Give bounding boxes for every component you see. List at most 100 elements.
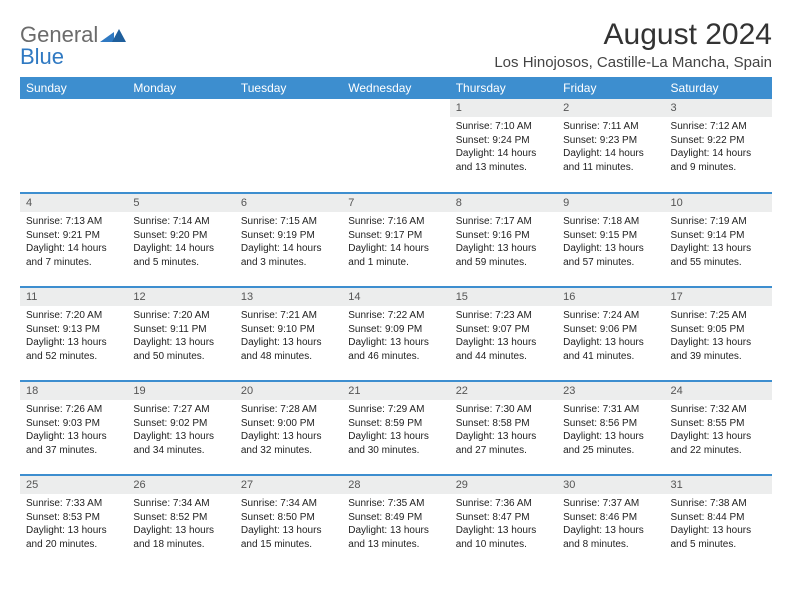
day-number: 22 — [450, 382, 557, 400]
calendar-day-cell — [127, 99, 234, 193]
logo: GeneralBlue — [20, 24, 126, 68]
day-number: 11 — [20, 288, 127, 306]
day-details: Sunrise: 7:28 AMSunset: 9:00 PMDaylight:… — [235, 400, 342, 461]
day-details: Sunrise: 7:37 AMSunset: 8:46 PMDaylight:… — [557, 494, 664, 555]
day-number: 20 — [235, 382, 342, 400]
day-details: Sunrise: 7:20 AMSunset: 9:13 PMDaylight:… — [20, 306, 127, 367]
calendar-day-cell: 22Sunrise: 7:30 AMSunset: 8:58 PMDayligh… — [450, 381, 557, 475]
calendar-week-row: 18Sunrise: 7:26 AMSunset: 9:03 PMDayligh… — [20, 381, 772, 475]
calendar-day-cell: 17Sunrise: 7:25 AMSunset: 9:05 PMDayligh… — [665, 287, 772, 381]
day-details: Sunrise: 7:12 AMSunset: 9:22 PMDaylight:… — [665, 117, 772, 178]
calendar-day-cell: 8Sunrise: 7:17 AMSunset: 9:16 PMDaylight… — [450, 193, 557, 287]
day-number: 9 — [557, 194, 664, 212]
weekday-header-row: SundayMondayTuesdayWednesdayThursdayFrid… — [20, 77, 772, 99]
day-number: 3 — [665, 99, 772, 117]
day-number: 28 — [342, 476, 449, 494]
day-number: 19 — [127, 382, 234, 400]
day-details: Sunrise: 7:36 AMSunset: 8:47 PMDaylight:… — [450, 494, 557, 555]
calendar-day-cell: 18Sunrise: 7:26 AMSunset: 9:03 PMDayligh… — [20, 381, 127, 475]
calendar-week-row: 1Sunrise: 7:10 AMSunset: 9:24 PMDaylight… — [20, 99, 772, 193]
weekday-header: Wednesday — [342, 77, 449, 99]
day-number: 8 — [450, 194, 557, 212]
day-number: 17 — [665, 288, 772, 306]
calendar-day-cell: 6Sunrise: 7:15 AMSunset: 9:19 PMDaylight… — [235, 193, 342, 287]
calendar-day-cell: 21Sunrise: 7:29 AMSunset: 8:59 PMDayligh… — [342, 381, 449, 475]
weekday-header: Tuesday — [235, 77, 342, 99]
header: GeneralBlue August 2024 Los Hinojosos, C… — [20, 18, 772, 71]
calendar-day-cell: 30Sunrise: 7:37 AMSunset: 8:46 PMDayligh… — [557, 475, 664, 569]
calendar-day-cell: 9Sunrise: 7:18 AMSunset: 9:15 PMDaylight… — [557, 193, 664, 287]
weekday-header: Monday — [127, 77, 234, 99]
day-number: 10 — [665, 194, 772, 212]
logo-word-blue: Blue — [20, 44, 64, 69]
calendar-week-row: 11Sunrise: 7:20 AMSunset: 9:13 PMDayligh… — [20, 287, 772, 381]
calendar-day-cell: 24Sunrise: 7:32 AMSunset: 8:55 PMDayligh… — [665, 381, 772, 475]
day-details: Sunrise: 7:20 AMSunset: 9:11 PMDaylight:… — [127, 306, 234, 367]
day-number: 15 — [450, 288, 557, 306]
weekday-header: Saturday — [665, 77, 772, 99]
day-number: 16 — [557, 288, 664, 306]
day-details: Sunrise: 7:26 AMSunset: 9:03 PMDaylight:… — [20, 400, 127, 461]
day-number: 29 — [450, 476, 557, 494]
day-number: 30 — [557, 476, 664, 494]
day-details: Sunrise: 7:14 AMSunset: 9:20 PMDaylight:… — [127, 212, 234, 273]
calendar-day-cell: 5Sunrise: 7:14 AMSunset: 9:20 PMDaylight… — [127, 193, 234, 287]
calendar-day-cell — [342, 99, 449, 193]
calendar-day-cell: 27Sunrise: 7:34 AMSunset: 8:50 PMDayligh… — [235, 475, 342, 569]
calendar-body: 1Sunrise: 7:10 AMSunset: 9:24 PMDaylight… — [20, 99, 772, 569]
day-number: 5 — [127, 194, 234, 212]
day-number: 12 — [127, 288, 234, 306]
day-number: 25 — [20, 476, 127, 494]
day-number: 23 — [557, 382, 664, 400]
day-details: Sunrise: 7:18 AMSunset: 9:15 PMDaylight:… — [557, 212, 664, 273]
day-details: Sunrise: 7:35 AMSunset: 8:49 PMDaylight:… — [342, 494, 449, 555]
title-block: August 2024 Los Hinojosos, Castille-La M… — [494, 18, 772, 71]
calendar-day-cell — [235, 99, 342, 193]
day-number: 24 — [665, 382, 772, 400]
day-number: 7 — [342, 194, 449, 212]
day-details: Sunrise: 7:24 AMSunset: 9:06 PMDaylight:… — [557, 306, 664, 367]
day-details: Sunrise: 7:16 AMSunset: 9:17 PMDaylight:… — [342, 212, 449, 273]
calendar-day-cell: 10Sunrise: 7:19 AMSunset: 9:14 PMDayligh… — [665, 193, 772, 287]
day-details: Sunrise: 7:34 AMSunset: 8:50 PMDaylight:… — [235, 494, 342, 555]
calendar-day-cell: 16Sunrise: 7:24 AMSunset: 9:06 PMDayligh… — [557, 287, 664, 381]
calendar-day-cell: 1Sunrise: 7:10 AMSunset: 9:24 PMDaylight… — [450, 99, 557, 193]
day-details: Sunrise: 7:19 AMSunset: 9:14 PMDaylight:… — [665, 212, 772, 273]
calendar-day-cell — [20, 99, 127, 193]
day-details: Sunrise: 7:23 AMSunset: 9:07 PMDaylight:… — [450, 306, 557, 367]
day-details: Sunrise: 7:31 AMSunset: 8:56 PMDaylight:… — [557, 400, 664, 461]
day-number: 4 — [20, 194, 127, 212]
calendar-day-cell: 26Sunrise: 7:34 AMSunset: 8:52 PMDayligh… — [127, 475, 234, 569]
calendar-week-row: 25Sunrise: 7:33 AMSunset: 8:53 PMDayligh… — [20, 475, 772, 569]
day-details: Sunrise: 7:38 AMSunset: 8:44 PMDaylight:… — [665, 494, 772, 555]
day-details: Sunrise: 7:29 AMSunset: 8:59 PMDaylight:… — [342, 400, 449, 461]
day-number: 21 — [342, 382, 449, 400]
day-details: Sunrise: 7:13 AMSunset: 9:21 PMDaylight:… — [20, 212, 127, 273]
calendar-day-cell: 2Sunrise: 7:11 AMSunset: 9:23 PMDaylight… — [557, 99, 664, 193]
calendar-day-cell: 20Sunrise: 7:28 AMSunset: 9:00 PMDayligh… — [235, 381, 342, 475]
location-subtitle: Los Hinojosos, Castille-La Mancha, Spain — [494, 54, 772, 71]
logo-mark-icon — [100, 24, 126, 40]
day-details: Sunrise: 7:34 AMSunset: 8:52 PMDaylight:… — [127, 494, 234, 555]
day-details: Sunrise: 7:10 AMSunset: 9:24 PMDaylight:… — [450, 117, 557, 178]
day-number: 18 — [20, 382, 127, 400]
calendar-day-cell: 11Sunrise: 7:20 AMSunset: 9:13 PMDayligh… — [20, 287, 127, 381]
day-details: Sunrise: 7:27 AMSunset: 9:02 PMDaylight:… — [127, 400, 234, 461]
day-number: 6 — [235, 194, 342, 212]
calendar-day-cell: 3Sunrise: 7:12 AMSunset: 9:22 PMDaylight… — [665, 99, 772, 193]
calendar-day-cell: 19Sunrise: 7:27 AMSunset: 9:02 PMDayligh… — [127, 381, 234, 475]
day-number: 31 — [665, 476, 772, 494]
calendar-day-cell: 4Sunrise: 7:13 AMSunset: 9:21 PMDaylight… — [20, 193, 127, 287]
calendar-day-cell: 28Sunrise: 7:35 AMSunset: 8:49 PMDayligh… — [342, 475, 449, 569]
day-number: 13 — [235, 288, 342, 306]
day-number: 27 — [235, 476, 342, 494]
day-number: 2 — [557, 99, 664, 117]
day-details: Sunrise: 7:32 AMSunset: 8:55 PMDaylight:… — [665, 400, 772, 461]
calendar-day-cell: 23Sunrise: 7:31 AMSunset: 8:56 PMDayligh… — [557, 381, 664, 475]
day-details: Sunrise: 7:21 AMSunset: 9:10 PMDaylight:… — [235, 306, 342, 367]
calendar-day-cell: 13Sunrise: 7:21 AMSunset: 9:10 PMDayligh… — [235, 287, 342, 381]
calendar-table: SundayMondayTuesdayWednesdayThursdayFrid… — [20, 77, 772, 569]
day-details: Sunrise: 7:22 AMSunset: 9:09 PMDaylight:… — [342, 306, 449, 367]
calendar-day-cell: 31Sunrise: 7:38 AMSunset: 8:44 PMDayligh… — [665, 475, 772, 569]
day-details: Sunrise: 7:25 AMSunset: 9:05 PMDaylight:… — [665, 306, 772, 367]
